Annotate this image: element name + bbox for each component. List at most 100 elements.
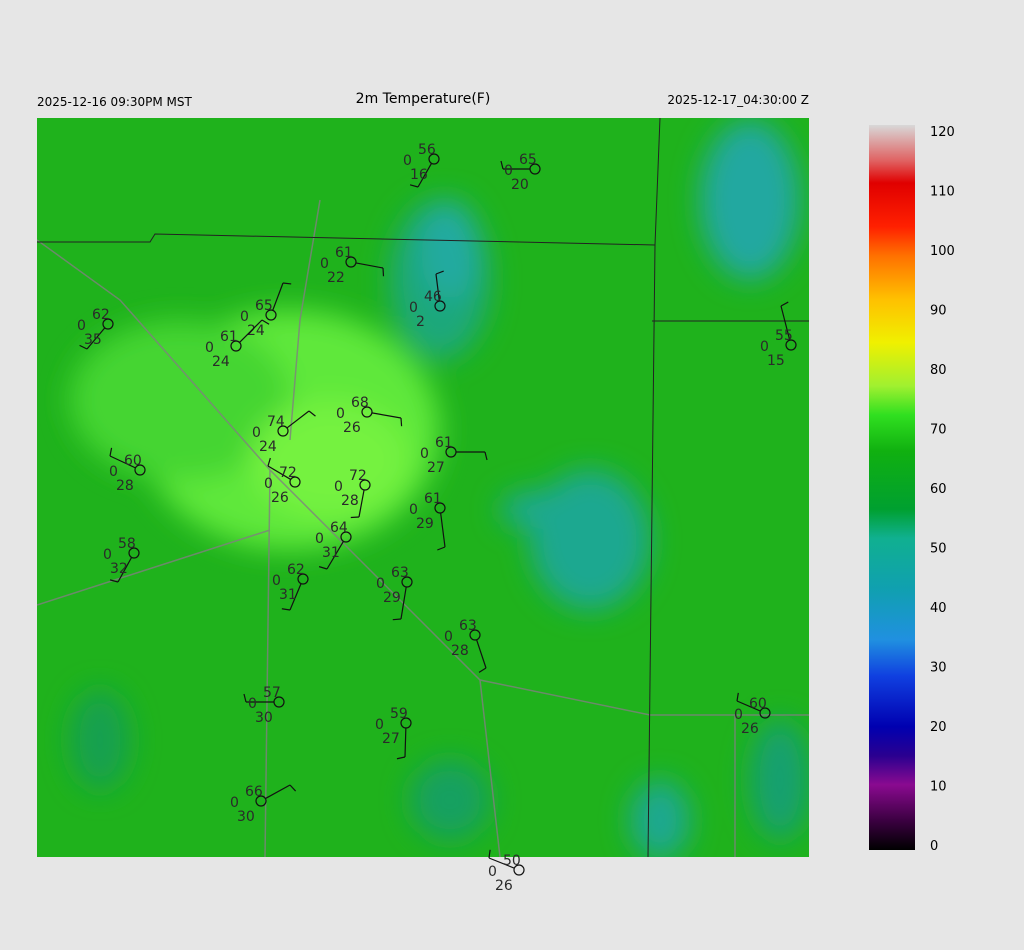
station-circle: [265, 309, 277, 321]
station-pressure: 0: [488, 864, 497, 880]
wind-barb-tick: [281, 608, 291, 611]
wind-barb: [358, 489, 365, 518]
station-dewpoint: 28: [341, 493, 359, 509]
station-circle: [361, 406, 373, 418]
wind-barb: [435, 273, 440, 302]
station-dewpoint: 27: [427, 460, 445, 476]
station-circle: [134, 464, 146, 476]
station-pressure: 0: [230, 795, 239, 811]
wind-barb-tick: [282, 282, 292, 285]
wind-barb: [289, 583, 302, 611]
station-dewpoint: 20: [511, 177, 529, 193]
station-dewpoint: 29: [416, 516, 434, 532]
wind-barb: [404, 727, 407, 758]
map-title: 2m Temperature(F): [356, 91, 491, 107]
wind-barb-tick: [500, 160, 504, 170]
station-temp: 62: [92, 307, 110, 323]
station-temp: 61: [424, 491, 442, 507]
station-dewpoint: 15: [767, 353, 785, 369]
wind-barb: [286, 410, 310, 429]
station-circle: [401, 576, 413, 588]
station-dewpoint: 26: [741, 721, 759, 737]
station-temp: 72: [279, 465, 297, 481]
station-dewpoint: 29: [383, 590, 401, 606]
wind-barb-tick: [437, 546, 446, 551]
colorbar-tick-label: 50: [930, 542, 947, 557]
wind-barb-tick: [400, 417, 403, 427]
station-dewpoint: 26: [271, 490, 289, 506]
wind-barb-tick: [267, 457, 271, 467]
station-dewpoint: 35: [84, 332, 102, 348]
wind-barb: [400, 586, 407, 620]
station-circle: [230, 340, 242, 352]
station-dewpoint: 28: [451, 643, 469, 659]
station-circle: [529, 163, 541, 175]
colorbar-tick-label: 30: [930, 661, 947, 676]
station-temp: 64: [330, 520, 348, 536]
station-circle: [513, 864, 525, 876]
station-temp: 61: [220, 329, 238, 345]
station-pressure: 0: [409, 502, 418, 518]
wind-barb-tick: [109, 447, 113, 457]
station-pressure: 0: [248, 696, 257, 712]
station-circle: [102, 318, 114, 330]
wind-barb-tick: [289, 784, 297, 792]
station-dewpoint: 26: [495, 878, 513, 894]
station-temp: 61: [335, 245, 353, 261]
wind-barb: [440, 512, 446, 548]
station-temp: 65: [519, 152, 537, 168]
station-circle: [289, 476, 301, 488]
station-circle: [359, 479, 371, 491]
station-temp: 58: [118, 536, 136, 552]
station-pressure: 0: [240, 309, 249, 325]
wind-barb-tick: [488, 849, 491, 859]
station-pressure: 0: [409, 300, 418, 316]
station-circle: [434, 300, 446, 312]
station-pressure: 0: [264, 476, 273, 492]
colorbar-tick-label: 0: [930, 839, 938, 854]
station-pressure: 0: [272, 573, 281, 589]
wind-barb-tick: [308, 410, 316, 417]
wind-barb: [272, 282, 284, 311]
station-temp: 60: [749, 696, 767, 712]
station-pressure: 0: [205, 340, 214, 356]
station-circle: [434, 502, 446, 514]
station-dewpoint: 30: [255, 710, 273, 726]
station-dewpoint: 26: [343, 420, 361, 436]
colorbar-tick-label: 80: [930, 363, 947, 378]
station-dewpoint: 24: [247, 323, 265, 339]
wind-barb-tick: [484, 451, 488, 461]
colorbar-tick-label: 20: [930, 720, 947, 735]
station-circle: [297, 573, 309, 585]
station-pressure: 0: [375, 717, 384, 733]
station-circle: [400, 717, 412, 729]
station-pressure: 0: [376, 576, 385, 592]
wind-barb-tick: [409, 184, 419, 188]
station-pressure: 0: [734, 707, 743, 723]
wind-barb-tick: [478, 667, 487, 673]
wind-barb-tick: [736, 692, 739, 702]
wind-barb-tick: [79, 344, 88, 350]
station-temp: 66: [245, 784, 263, 800]
wind-barb: [86, 327, 106, 350]
station-dewpoint: 32: [110, 561, 128, 577]
station-circle: [445, 446, 457, 458]
station-temp: 63: [391, 565, 409, 581]
station-temp: 46: [424, 289, 442, 305]
station-pressure: 0: [109, 464, 118, 480]
station-dewpoint: 31: [279, 587, 297, 603]
station-temp: 59: [390, 706, 408, 722]
wind-barb-tick: [435, 270, 444, 275]
station-dewpoint: 2: [416, 314, 425, 330]
station-pressure: 0: [103, 547, 112, 563]
station-temp: 55: [775, 328, 793, 344]
local-time: 2025-12-16 09:30PM MST: [37, 95, 193, 109]
station-temp: 62: [287, 562, 305, 578]
wind-barb: [476, 639, 487, 669]
station-circle: [345, 256, 357, 268]
wind-barb: [117, 557, 133, 583]
utc-time: 2025-12-17_04:30:00 Z: [667, 93, 809, 107]
station-temp: 61: [435, 435, 453, 451]
